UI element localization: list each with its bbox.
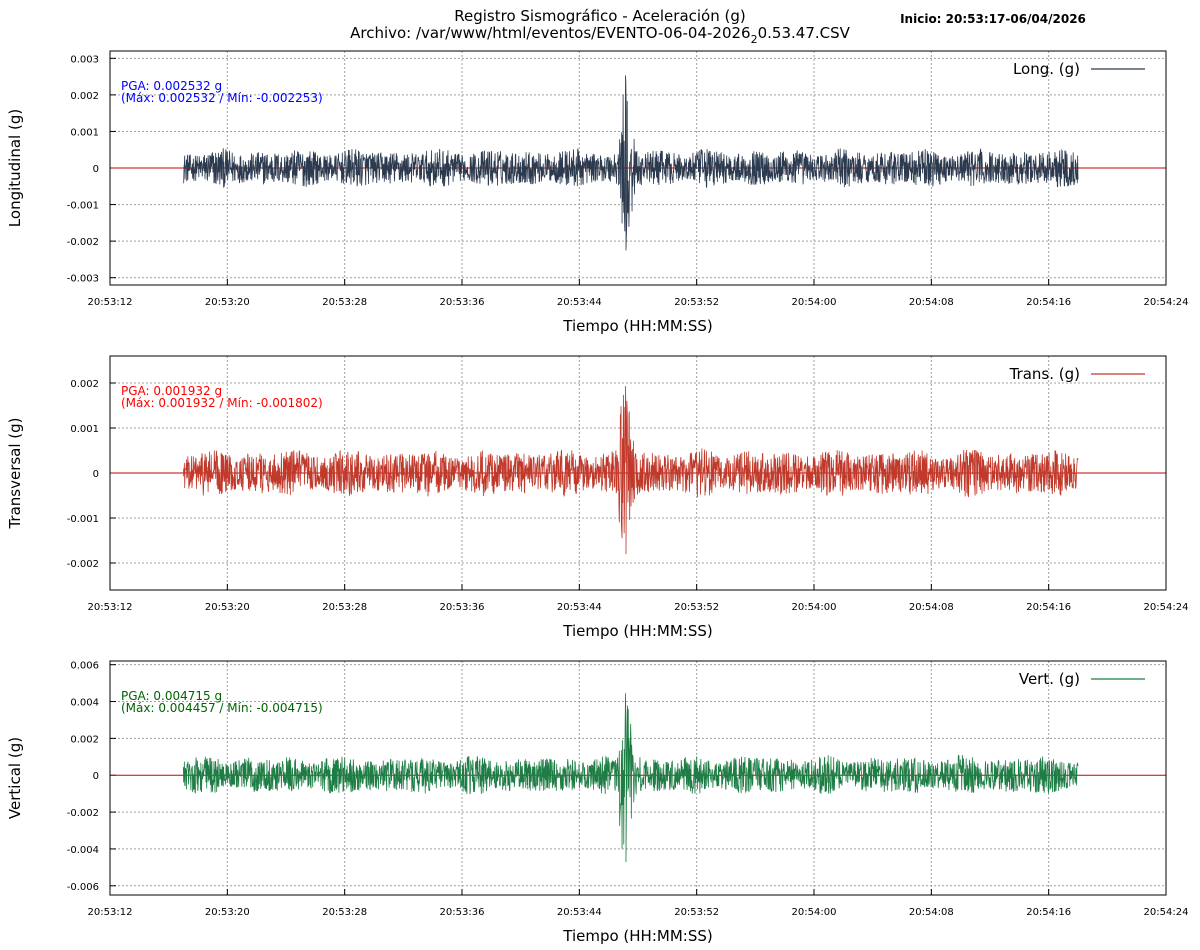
y-tick-label: -0.003 [67, 274, 99, 285]
chart-panel-3: 20:53:12 20:53:20 20:53:28 20:53:36 20:53:44… [6, 660, 1189, 945]
plot-frame [109, 50, 1167, 286]
x-tick-label: 20:53:44 [557, 602, 602, 613]
x-tick-label: 20:53:36 [440, 907, 485, 918]
x-tick-label: 20:53:12 [88, 907, 133, 918]
y-tick-label: 0 [93, 469, 99, 480]
file-path-subscript: 2 [751, 33, 758, 46]
x-tick-label: 20:54:00 [792, 907, 837, 918]
y-tick-label: -0.001 [67, 201, 99, 212]
file-path-prefix: Archivo: /var/www/html/eventos/EVENTO-06… [350, 24, 751, 42]
y-tick-label: 0 [93, 164, 99, 175]
x-tick-label: 20:54:24 [1144, 602, 1189, 613]
y-tick-label: 0.006 [70, 661, 99, 672]
y-axis-label: Transversal (g) [6, 417, 24, 529]
x-tick-label: 20:54:16 [1026, 602, 1071, 613]
x-tick-label: 20:54:24 [1144, 907, 1189, 918]
chart-title: Registro Sismográfico - Aceleración (g) [454, 7, 745, 25]
x-tick-label: 20:54:24 [1144, 297, 1189, 308]
y-tick-label: 0 [93, 771, 99, 782]
y-axis-label: Vertical (g) [6, 737, 24, 819]
x-tick-label: 20:54:00 [792, 602, 837, 613]
pga-label: PGA: 0.001932 g [121, 384, 222, 398]
y-tick-label: 0.004 [70, 698, 99, 709]
series-line [182, 693, 1079, 863]
y-axis-label: Longitudinal (g) [6, 109, 24, 227]
y-tick-label: 0.001 [70, 127, 99, 138]
file-path-suffix: 0.53.47.CSV [758, 24, 851, 42]
y-tick-label: 0.002 [70, 91, 99, 102]
x-tick-label: 20:53:20 [205, 602, 250, 613]
x-tick-label: 20:53:52 [674, 602, 719, 613]
x-tick-label: 20:53:20 [205, 907, 250, 918]
x-tick-label: 20:54:08 [909, 602, 954, 613]
x-tick-label: 20:53:12 [88, 602, 133, 613]
x-tick-label: 20:53:28 [322, 602, 367, 613]
pga-label: PGA: 0.004715 g [121, 689, 222, 703]
chart-panel-2: 20:53:12 20:53:20 20:53:28 20:53:36 20:53:44… [6, 355, 1189, 640]
x-axis-label: Tiempo (HH:MM:SS) [562, 927, 712, 945]
start-time-label: Inicio: 20:53:17-06/04/2026 [900, 12, 1086, 26]
x-tick-label: 20:53:36 [440, 602, 485, 613]
x-axis-label: Tiempo (HH:MM:SS) [562, 317, 712, 335]
max-min-label: (Máx: 0.001932 / Mín: -0.001802) [121, 396, 323, 410]
y-tick-label: 0.001 [70, 424, 99, 435]
max-min-label: (Máx: 0.002532 / Mín: -0.002253) [121, 91, 323, 105]
y-tick-label: -0.001 [67, 514, 99, 525]
x-tick-label: 20:54:16 [1026, 297, 1071, 308]
x-tick-label: 20:53:52 [674, 907, 719, 918]
x-tick-label: 20:53:28 [322, 907, 367, 918]
max-min-label: (Máx: 0.004457 / Mín: -0.004715) [121, 701, 323, 715]
chart-subtitle: Archivo: /var/www/html/eventos/EVENTO-06… [350, 24, 851, 46]
x-tick-label: 20:53:52 [674, 297, 719, 308]
y-tick-label: 0.002 [70, 734, 99, 745]
x-tick-label: 20:54:08 [909, 907, 954, 918]
legend-label: Trans. (g) [1009, 365, 1080, 383]
plot-frame [109, 660, 1167, 896]
series-line [183, 75, 1079, 251]
y-tick-label: -0.002 [67, 559, 99, 570]
y-tick-label: -0.002 [67, 808, 99, 819]
x-tick-label: 20:54:00 [792, 297, 837, 308]
x-tick-label: 20:53:28 [322, 297, 367, 308]
x-tick-label: 20:53:20 [205, 297, 250, 308]
x-tick-label: 20:54:08 [909, 297, 954, 308]
y-tick-label: -0.004 [67, 845, 99, 856]
y-tick-label: -0.006 [67, 882, 99, 893]
chart-panels: 20:53:12 20:53:20 20:53:28 20:53:36 20:53:44… [6, 50, 1189, 945]
series-line [182, 386, 1079, 555]
y-tick-label: 0.002 [70, 379, 99, 390]
legend-label: Long. (g) [1013, 60, 1080, 78]
y-tick-label: -0.002 [67, 237, 99, 248]
x-tick-label: 20:53:44 [557, 907, 602, 918]
x-tick-label: 20:53:12 [88, 297, 133, 308]
chart-panel-1: 20:53:12 20:53:20 20:53:28 20:53:36 20:53:44… [6, 50, 1189, 335]
x-tick-label: 20:54:16 [1026, 907, 1071, 918]
x-tick-label: 20:53:36 [440, 297, 485, 308]
legend-label: Vert. (g) [1019, 670, 1080, 688]
x-axis-label: Tiempo (HH:MM:SS) [562, 622, 712, 640]
y-tick-label: 0.003 [70, 54, 99, 65]
x-tick-label: 20:53:44 [557, 297, 602, 308]
plot-frame [109, 355, 1167, 591]
pga-label: PGA: 0.002532 g [121, 79, 222, 93]
